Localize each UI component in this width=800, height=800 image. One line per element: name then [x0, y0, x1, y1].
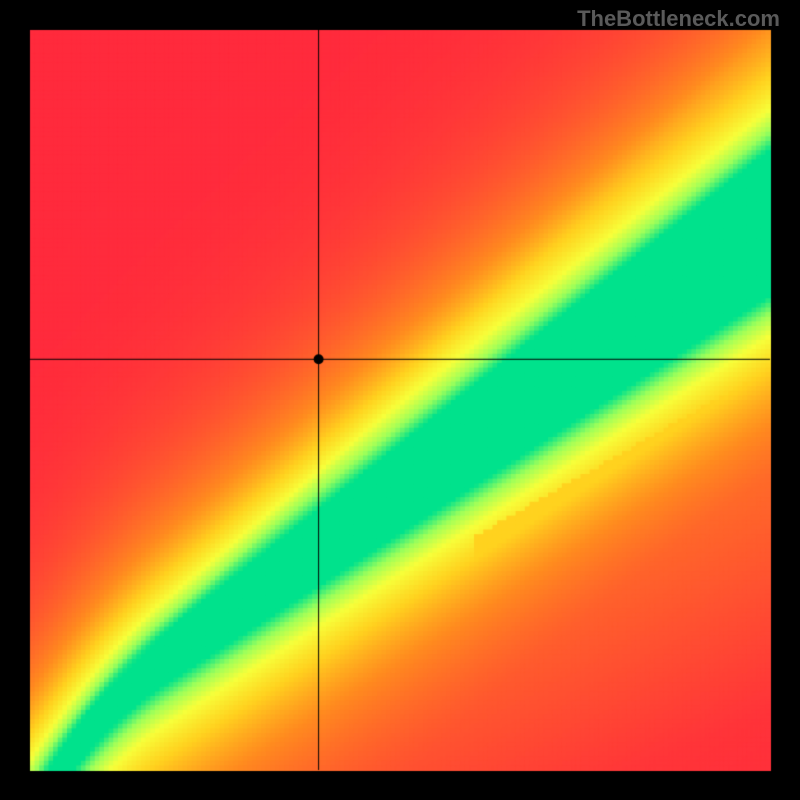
heatmap-canvas: [0, 0, 800, 800]
chart-container: TheBottleneck.com: [0, 0, 800, 800]
watermark-text: TheBottleneck.com: [577, 6, 780, 32]
